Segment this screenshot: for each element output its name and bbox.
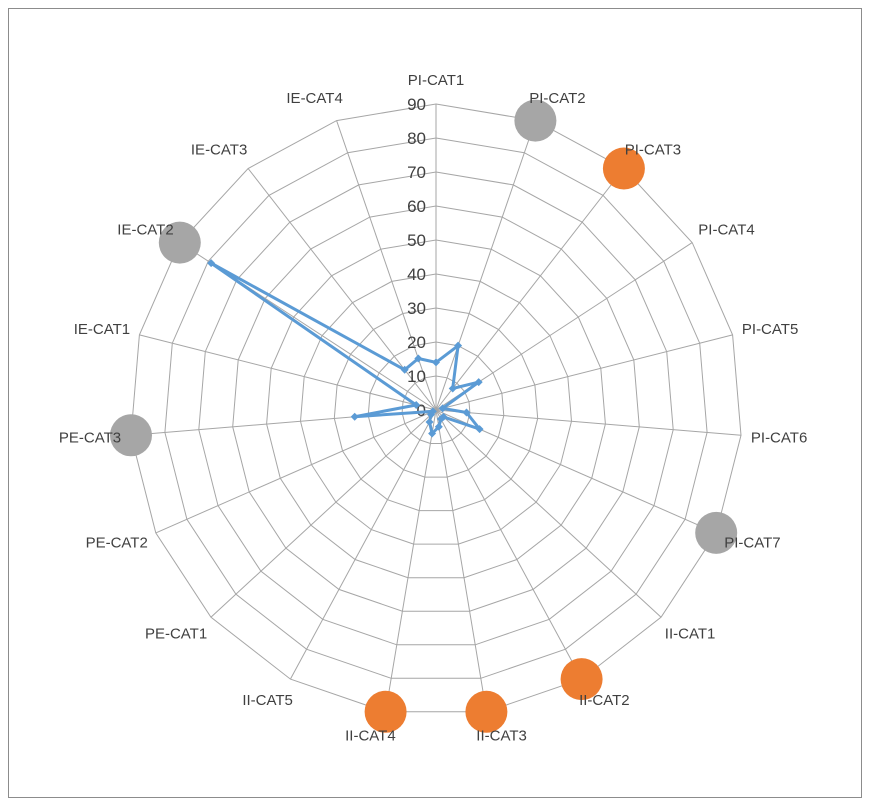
spoke-ie-cat4 <box>336 120 437 411</box>
data-point-ii-cat2 <box>436 414 445 423</box>
spoke-pe-cat2 <box>155 409 437 534</box>
grid-ring-80 <box>164 137 708 679</box>
data-point-pe-cat3 <box>350 412 359 421</box>
grid-ring-20 <box>367 341 505 478</box>
category-label-ii-cat1: II-CAT1 <box>665 626 716 643</box>
tick-label-10: 10 <box>407 367 426 386</box>
category-label-pi-cat7: PI-CAT7 <box>724 535 780 552</box>
category-label-ie-cat4: IE-CAT4 <box>286 90 342 107</box>
grid-ring-60 <box>232 205 640 612</box>
spoke-ii-cat1 <box>435 409 662 618</box>
category-label-pe-cat1: PE-CAT1 <box>145 626 207 643</box>
category-label-ii-cat5: II-CAT5 <box>242 692 293 709</box>
tick-label-50: 50 <box>407 231 426 250</box>
data-point-pi-cat5 <box>438 404 447 413</box>
category-label-pi-cat2: PI-CAT2 <box>529 90 585 107</box>
data-point-pi-cat4 <box>474 378 483 387</box>
data-point-ii-cat3 <box>434 422 443 431</box>
tick-label-90: 90 <box>407 95 426 114</box>
marker-ii-cat3 <box>465 690 508 733</box>
grid-ring-40 <box>299 273 573 545</box>
data-point-pi-cat7 <box>475 425 484 434</box>
data-point-ie-cat1 <box>412 400 421 409</box>
data-point-ii-cat4 <box>428 429 437 438</box>
tick-label-70: 70 <box>407 163 426 182</box>
tick-label-20: 20 <box>407 333 426 352</box>
marker-ie-cat2 <box>158 221 201 264</box>
spoke-pi-cat2 <box>435 120 536 411</box>
spoke-pi-cat7 <box>435 409 717 534</box>
spoke-pi-cat6 <box>435 409 742 436</box>
tick-label-40: 40 <box>407 265 426 284</box>
spoke-ii-cat4 <box>385 409 437 712</box>
spoke-pi-cat5 <box>435 334 733 411</box>
category-label-pi-cat6: PI-CAT6 <box>751 429 807 446</box>
spoke-pi-cat3 <box>435 168 625 411</box>
marker-pi-cat2 <box>514 99 557 142</box>
category-label-pi-cat3: PI-CAT3 <box>625 142 681 159</box>
marker-ii-cat4 <box>364 690 407 733</box>
tick-label-0: 0 <box>417 401 426 420</box>
spoke-ii-cat2 <box>435 409 583 680</box>
spoke-ii-cat3 <box>435 409 487 712</box>
category-label-ii-cat3: II-CAT3 <box>476 728 527 745</box>
category-label-ii-cat2: II-CAT2 <box>579 692 630 709</box>
marker-pi-cat7 <box>695 511 738 554</box>
category-label-pe-cat3: PE-CAT3 <box>59 429 121 446</box>
grid-ring-50 <box>266 239 606 579</box>
category-label-pi-cat5: PI-CAT5 <box>742 321 798 338</box>
spoke-pe-cat1 <box>210 409 437 618</box>
data-point-pi-cat6 <box>462 408 471 417</box>
spoke-ii-cat5 <box>289 409 437 680</box>
category-label-pi-cat1: PI-CAT1 <box>408 72 464 89</box>
category-label-ie-cat2: IE-CAT2 <box>117 222 173 239</box>
category-label-ie-cat3: IE-CAT3 <box>191 142 247 159</box>
category-label-ii-cat4: II-CAT4 <box>345 728 396 745</box>
data-point-pi-cat2 <box>454 341 463 350</box>
marker-pi-cat3 <box>602 147 645 190</box>
grid-ring-70 <box>198 171 674 646</box>
tick-label-30: 30 <box>407 299 426 318</box>
category-label-pe-cat2: PE-CAT2 <box>86 535 148 552</box>
marker-pe-cat3 <box>110 414 152 457</box>
data-point-ie-cat2 <box>207 259 216 268</box>
data-point-ie-cat4 <box>414 354 423 363</box>
category-markers <box>110 99 738 733</box>
data-point-ie-cat3 <box>400 365 409 374</box>
tick-label-60: 60 <box>407 197 426 216</box>
category-labels: PI-CAT1 PI-CAT2 PI-CAT3 PI-CAT4 PI-CAT5 PI-CA… <box>59 72 807 745</box>
data-point-pi-cat3 <box>448 384 457 393</box>
category-label-ie-cat1: IE-CAT1 <box>74 321 130 338</box>
data-series <box>207 259 484 438</box>
tick-label-80: 80 <box>407 129 426 148</box>
radar-spokes <box>130 104 742 712</box>
chart-frame <box>8 8 862 798</box>
category-label-pi-cat4: PI-CAT4 <box>698 222 754 239</box>
marker-ii-cat2 <box>560 658 603 701</box>
data-point-pi-cat1 <box>432 358 440 367</box>
data-point-ii-cat5 <box>425 417 434 426</box>
data-point-pe-cat2 <box>428 407 437 416</box>
series-line-0 <box>209 261 482 435</box>
spoke-ie-cat1 <box>139 334 437 411</box>
radial-axis-ticks: 0 10 20 30 40 50 60 70 80 90 <box>407 95 426 420</box>
